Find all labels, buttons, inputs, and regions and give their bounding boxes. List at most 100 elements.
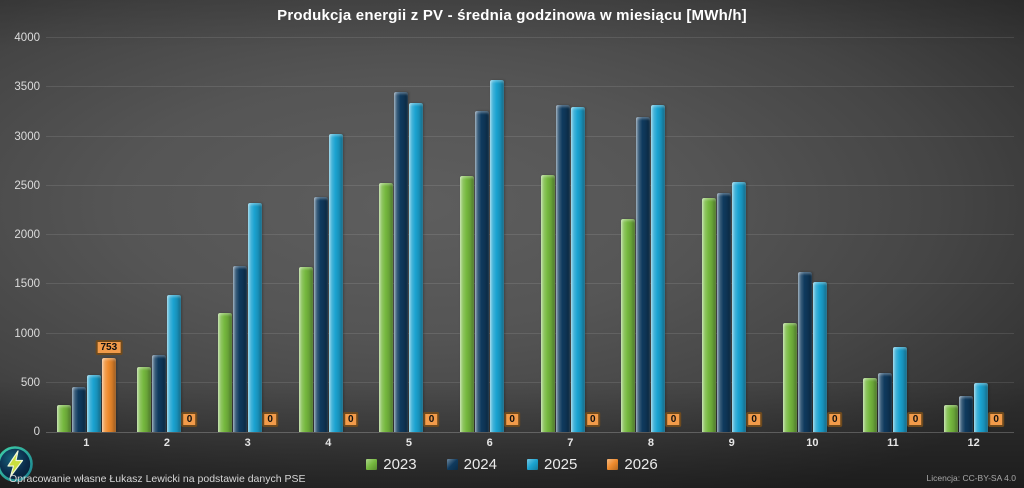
gridline-2000	[46, 234, 1014, 235]
data-label-2026-m11: 0	[907, 412, 924, 427]
gridline-2500	[46, 184, 1014, 186]
y-axis-tick-label: 3500	[14, 81, 40, 94]
data-label-2026-m2: 0	[181, 412, 198, 427]
gridline-1500	[46, 283, 1014, 285]
bar-2024-m8	[636, 116, 651, 432]
bar-2023-m12	[944, 405, 959, 432]
data-label-2026-m6: 0	[504, 412, 520, 427]
data-label-2026-m9: 0	[746, 412, 762, 427]
data-label-2026-m10: 0	[827, 412, 843, 427]
legend-label-2023: 2023	[383, 455, 417, 473]
lightning-bolt-icon	[0, 446, 33, 482]
legend-swatch-2023	[366, 458, 378, 470]
bar-2023-m6	[460, 175, 475, 432]
bar-2024-m4	[313, 196, 328, 432]
data-label-2026-m3: 0	[262, 412, 278, 427]
gridline-500	[46, 381, 1014, 383]
gridline-3000	[46, 135, 1014, 137]
x-axis-label-1: 1	[83, 437, 90, 449]
bar-2025-m11	[893, 347, 908, 432]
data-label-2026-m8: 0	[665, 412, 682, 427]
bar-2025-m7	[570, 106, 585, 432]
month-group-11: 0 11	[853, 38, 934, 449]
bar-2024-m10	[797, 272, 812, 432]
bar-2025-m10	[812, 282, 827, 432]
y-axis-tick-label: 2000	[14, 229, 40, 241]
legend-item-2023: 2023	[366, 455, 417, 473]
attribution-text: Opracowanie własne Łukasz Lewicki na pod…	[9, 473, 306, 485]
data-label-2026-m5: 0	[423, 412, 440, 427]
legend: 2023 2024 2025 2026	[0, 451, 1024, 477]
legend-swatch-2025	[527, 458, 538, 470]
bar-2023-m2	[137, 367, 152, 432]
gridline-1000	[46, 332, 1014, 334]
bar-2023-m7	[540, 174, 555, 432]
bar-2024-m7	[555, 104, 570, 432]
legend-item-2026: 2026	[607, 455, 658, 473]
bar-2023-m10	[782, 322, 797, 432]
legend-item-2025: 2025	[527, 456, 577, 473]
x-axis-label-10: 10	[806, 437, 819, 449]
y-axis-tick-label: 500	[20, 376, 40, 389]
bar-2025-m1	[86, 375, 101, 432]
bar-2025-m9	[732, 181, 747, 432]
x-axis-label-9: 9	[728, 437, 735, 449]
bar-2025-m2	[167, 295, 182, 432]
bar-2024-m5	[394, 92, 409, 432]
bar-2023-m8	[621, 219, 636, 432]
bar-2023-m1	[56, 405, 71, 432]
data-label-2026-m1: 753	[95, 339, 123, 355]
legend-label-2026: 2026	[624, 455, 658, 473]
bar-2024-m9	[717, 192, 732, 432]
bar-2023-m9	[702, 197, 717, 432]
license-text: Licencja: CC-BY-SA 4.0	[926, 473, 1016, 483]
x-axis-label-2: 2	[163, 437, 171, 449]
bar-2023-m4	[298, 266, 313, 432]
site-logo	[0, 446, 33, 482]
gridline-4000	[46, 37, 1014, 38]
bar-2025-m12	[974, 382, 989, 432]
x-axis-label-8: 8	[647, 437, 655, 449]
y-axis-tick-label: 2500	[14, 179, 40, 192]
bar-2024-m11	[878, 372, 893, 432]
bar-2025-m3	[248, 202, 263, 432]
x-axis-label-7: 7	[567, 437, 574, 449]
month-group-1: 753 1	[46, 38, 127, 449]
plot-area: 0 500 1000 1500 2000 2500 3000 3500 4000 753 1 0 2 0 3…	[14, 32, 1014, 449]
x-axis-label-4: 4	[325, 437, 332, 449]
gridline-3500	[46, 86, 1014, 88]
bar-2023-m5	[379, 182, 394, 432]
data-label-2026-m4: 0	[343, 412, 359, 427]
bar-2024-m1	[71, 386, 86, 432]
y-axis-tick-label: 0	[33, 426, 40, 438]
data-label-2026-m12: 0	[988, 412, 1004, 427]
y-axis-tick-label: 3000	[14, 130, 40, 143]
bar-2024-m2	[152, 355, 167, 432]
month-group-10: 0 10	[772, 38, 853, 449]
bar-2025-m4	[328, 133, 343, 432]
x-axis-label-11: 11	[887, 437, 899, 449]
y-axis-tick-label: 1500	[14, 278, 40, 291]
chart-title: Produkcja energii z PV - średnia godzino…	[277, 7, 747, 24]
y-axis-tick-label: 4000	[14, 32, 40, 44]
legend-label-2024: 2024	[463, 455, 497, 473]
bar-2025-m6	[490, 80, 505, 432]
y-axis-tick-label: 1000	[14, 327, 40, 340]
bar-2023-m11	[863, 377, 878, 432]
month-group-12: 0 12	[933, 38, 1014, 449]
bar-2026-m1	[101, 357, 116, 432]
legend-swatch-2026	[607, 458, 619, 470]
x-axis-label-6: 6	[486, 437, 493, 449]
x-axis-label-3: 3	[244, 437, 251, 449]
bar-2024-m6	[475, 110, 490, 432]
bar-2024-m12	[959, 395, 974, 432]
